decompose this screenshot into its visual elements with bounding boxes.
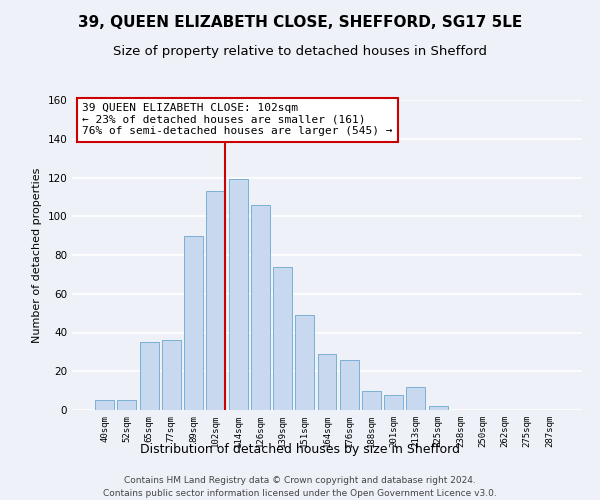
Bar: [118, 400, 136, 410]
Text: Distribution of detached houses by size in Shefford: Distribution of detached houses by size …: [140, 444, 460, 456]
Text: Contains public sector information licensed under the Open Government Licence v3: Contains public sector information licen…: [103, 488, 497, 498]
Bar: [184, 236, 203, 410]
Bar: [362, 390, 381, 410]
Y-axis label: Number of detached properties: Number of detached properties: [32, 168, 42, 342]
Bar: [384, 394, 403, 410]
Bar: [429, 406, 448, 410]
Text: 39, QUEEN ELIZABETH CLOSE, SHEFFORD, SG17 5LE: 39, QUEEN ELIZABETH CLOSE, SHEFFORD, SG1…: [78, 15, 522, 30]
Bar: [95, 400, 114, 410]
Text: Contains HM Land Registry data © Crown copyright and database right 2024.: Contains HM Land Registry data © Crown c…: [124, 476, 476, 485]
Bar: [317, 354, 337, 410]
Text: Size of property relative to detached houses in Shefford: Size of property relative to detached ho…: [113, 45, 487, 58]
Bar: [340, 360, 359, 410]
Text: 39 QUEEN ELIZABETH CLOSE: 102sqm
← 23% of detached houses are smaller (161)
76% : 39 QUEEN ELIZABETH CLOSE: 102sqm ← 23% o…: [82, 103, 392, 136]
Bar: [295, 315, 314, 410]
Bar: [251, 204, 270, 410]
Bar: [206, 191, 225, 410]
Bar: [406, 387, 425, 410]
Bar: [140, 342, 158, 410]
Bar: [273, 266, 292, 410]
Bar: [229, 180, 248, 410]
Bar: [162, 340, 181, 410]
